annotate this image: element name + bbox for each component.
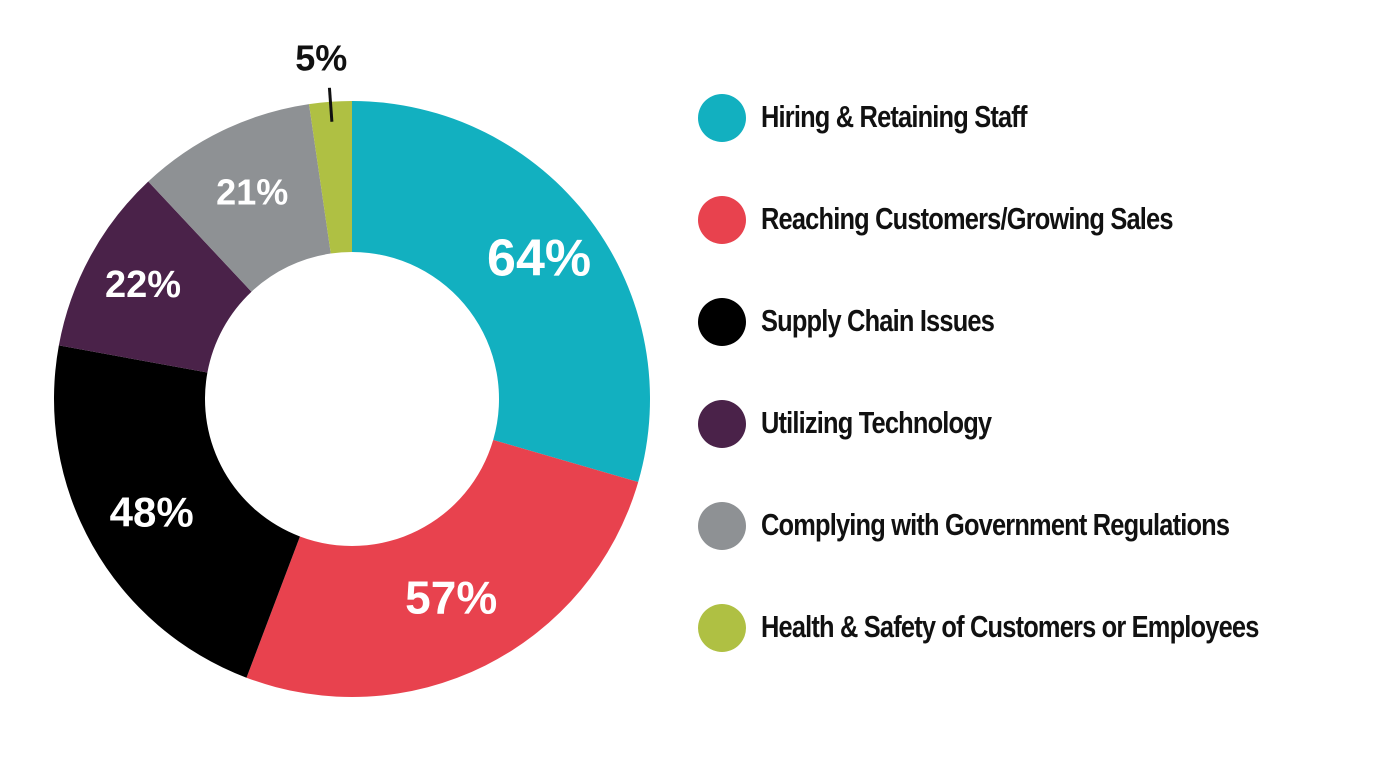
leader-line — [327, 87, 334, 122]
slice-label: 48% — [110, 489, 194, 536]
legend-item: Reaching Customers/Growing Sales — [698, 196, 1368, 298]
legend-swatch — [698, 400, 746, 448]
donut-slice — [246, 439, 639, 697]
legend-swatch — [698, 196, 746, 244]
donut-slices — [53, 101, 650, 697]
legend-item: Supply Chain Issues — [698, 298, 1368, 400]
chart-legend: Hiring & Retaining Staff Reaching Custom… — [698, 94, 1368, 706]
legend-label: Reaching Customers/Growing Sales — [761, 201, 1173, 236]
legend-swatch — [698, 94, 746, 142]
legend-swatch — [698, 298, 746, 346]
legend-item: Health & Safety of Customers or Employee… — [698, 604, 1368, 706]
donut-chart: 64% 57% 48% 22% 21% 5% — [53, 37, 650, 697]
legend-item: Hiring & Retaining Staff — [698, 94, 1368, 196]
legend-label: Utilizing Technology — [761, 405, 992, 440]
slice-label: 22% — [105, 264, 181, 306]
slice-label: 21% — [216, 171, 288, 212]
slice-label: 5% — [295, 37, 347, 78]
legend-swatch — [698, 502, 746, 550]
legend-label: Complying with Government Regulations — [761, 507, 1230, 542]
donut-slice — [352, 101, 650, 483]
donut-slice — [148, 104, 331, 292]
legend-swatch — [698, 604, 746, 652]
legend-label: Hiring & Retaining Staff — [761, 99, 1027, 134]
donut-slice — [53, 345, 300, 678]
donut-slice — [58, 181, 252, 373]
donut-slice — [309, 101, 352, 254]
legend-label: Health & Safety of Customers or Employee… — [761, 609, 1259, 644]
legend-item: Utilizing Technology — [698, 400, 1368, 502]
slice-labels: 64% 57% 48% 22% 21% 5% — [105, 37, 591, 623]
legend-label: Supply Chain Issues — [761, 303, 995, 338]
slice-label: 57% — [405, 572, 497, 624]
legend-item: Complying with Government Regulations — [698, 502, 1368, 604]
slice-label: 64% — [487, 229, 591, 287]
